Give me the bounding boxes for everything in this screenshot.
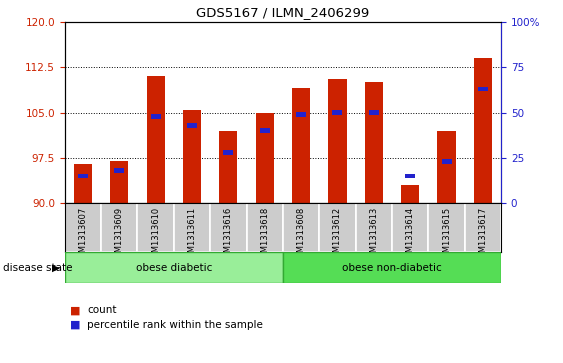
Bar xyxy=(478,86,488,91)
Text: disease state: disease state xyxy=(3,263,72,273)
Text: obese diabetic: obese diabetic xyxy=(136,263,212,273)
Text: GSM1313618: GSM1313618 xyxy=(260,207,269,264)
Bar xyxy=(356,203,392,252)
Text: GSM1313616: GSM1313616 xyxy=(224,207,233,264)
Bar xyxy=(405,174,415,179)
Bar xyxy=(296,112,306,117)
Bar xyxy=(260,128,270,133)
Text: GSM1313610: GSM1313610 xyxy=(151,207,160,263)
Bar xyxy=(137,203,174,252)
Bar xyxy=(319,203,356,252)
Bar xyxy=(247,203,283,252)
Bar xyxy=(256,113,274,203)
Text: percentile rank within the sample: percentile rank within the sample xyxy=(87,320,263,330)
Bar xyxy=(437,131,455,203)
Bar xyxy=(401,185,419,203)
Text: count: count xyxy=(87,305,117,315)
Bar xyxy=(78,174,88,179)
Text: GSM1313617: GSM1313617 xyxy=(479,207,488,264)
Bar xyxy=(114,168,124,173)
Text: GSM1313612: GSM1313612 xyxy=(333,207,342,263)
Text: GSM1313608: GSM1313608 xyxy=(297,207,306,264)
Bar xyxy=(65,203,101,252)
Bar xyxy=(328,79,347,203)
Bar xyxy=(74,164,92,203)
Bar xyxy=(65,252,283,283)
Text: ■: ■ xyxy=(70,320,81,330)
Bar xyxy=(474,58,492,203)
Bar xyxy=(392,203,428,252)
Text: GSM1313609: GSM1313609 xyxy=(115,207,124,263)
Text: obese non-diabetic: obese non-diabetic xyxy=(342,263,442,273)
Text: GSM1313614: GSM1313614 xyxy=(406,207,415,263)
Bar xyxy=(187,123,197,128)
Bar xyxy=(283,203,319,252)
Bar xyxy=(174,203,210,252)
Bar xyxy=(146,76,165,203)
Text: GSM1313607: GSM1313607 xyxy=(78,207,87,264)
Bar xyxy=(101,203,137,252)
Bar xyxy=(219,131,238,203)
Bar xyxy=(428,203,464,252)
Bar xyxy=(210,203,247,252)
Text: ■: ■ xyxy=(70,305,81,315)
Bar xyxy=(441,159,452,164)
Bar xyxy=(369,110,379,115)
Text: GSM1313615: GSM1313615 xyxy=(442,207,451,263)
Bar xyxy=(110,161,128,203)
Text: GSM1313613: GSM1313613 xyxy=(369,207,378,264)
Text: GSM1313611: GSM1313611 xyxy=(187,207,196,263)
Text: ▶: ▶ xyxy=(52,263,60,273)
Bar xyxy=(332,110,342,115)
Title: GDS5167 / ILMN_2406299: GDS5167 / ILMN_2406299 xyxy=(196,6,369,19)
Bar xyxy=(365,82,383,203)
Bar xyxy=(183,110,201,203)
Bar xyxy=(151,114,160,119)
Bar xyxy=(283,252,501,283)
Bar xyxy=(224,150,234,155)
Bar xyxy=(464,203,501,252)
Bar xyxy=(292,88,310,203)
